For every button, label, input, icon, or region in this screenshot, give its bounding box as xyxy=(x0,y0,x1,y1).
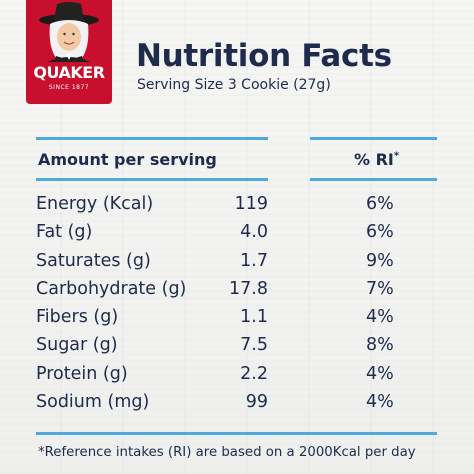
header-rule-left xyxy=(36,178,268,181)
row-value: 4.0 xyxy=(240,222,268,243)
quaker-logo: QUAKER SINCE 1877 xyxy=(26,0,112,104)
row-ri: 4% xyxy=(366,392,394,413)
row-label: Carbohydrate (g) xyxy=(36,278,187,299)
row-ri: 6% xyxy=(366,222,394,243)
ri-header-marker: * xyxy=(393,150,400,162)
page-title: Nutrition Facts xyxy=(136,38,392,74)
nutrition-rows: Energy (Kcal) 119 6% Fat (g) 4.0 6% Satu… xyxy=(36,194,436,420)
row-ri: 8% xyxy=(366,335,394,356)
row-label: Fat (g) xyxy=(36,222,93,243)
quaker-man-icon xyxy=(39,2,99,62)
row-value: 99 xyxy=(245,392,268,413)
bottom-rule xyxy=(36,432,437,435)
header-rule-right xyxy=(310,178,437,181)
table-row: Sugar (g) 7.5 8% xyxy=(36,335,436,363)
ri-header: % RI* xyxy=(354,150,399,169)
serving-size: Serving Size 3 Cookie (27g) xyxy=(137,77,331,93)
row-ri: 7% xyxy=(366,278,394,299)
brand-since: SINCE 1877 xyxy=(48,84,90,91)
reference-intake-footnote: *Reference intakes (RI) are based on a 2… xyxy=(38,445,416,460)
table-row: Fat (g) 4.0 6% xyxy=(36,222,436,250)
top-rule-right xyxy=(310,137,437,140)
row-ri: 4% xyxy=(366,363,394,384)
row-ri: 9% xyxy=(366,250,394,271)
table-row: Fibers (g) 1.1 4% xyxy=(36,307,436,335)
row-label: Sodium (mg) xyxy=(36,392,150,413)
brand-name: QUAKER xyxy=(33,63,105,82)
row-label: Saturates (g) xyxy=(36,250,151,271)
row-value: 7.5 xyxy=(240,335,268,356)
row-value: 2.2 xyxy=(240,363,268,384)
top-rule-left xyxy=(36,137,268,140)
table-row: Energy (Kcal) 119 6% xyxy=(36,194,436,222)
row-label: Energy (Kcal) xyxy=(36,194,154,214)
table-row: Sodium (mg) 99 4% xyxy=(36,392,436,420)
row-value: 119 xyxy=(234,194,268,214)
ri-header-label: % RI xyxy=(354,150,394,169)
table-row: Carbohydrate (g) 17.8 7% xyxy=(36,279,436,307)
row-label: Protein (g) xyxy=(36,363,128,384)
row-label: Fibers (g) xyxy=(36,307,119,328)
table-row: Protein (g) 2.2 4% xyxy=(36,364,436,392)
row-ri: 6% xyxy=(366,194,394,214)
row-value: 17.8 xyxy=(229,278,268,299)
row-ri: 4% xyxy=(366,307,394,328)
row-label: Sugar (g) xyxy=(36,335,118,356)
table-row: Saturates (g) 1.7 9% xyxy=(36,251,436,279)
row-value: 1.1 xyxy=(240,307,268,328)
amount-per-serving-header: Amount per serving xyxy=(38,150,217,169)
row-value: 1.7 xyxy=(240,250,268,271)
